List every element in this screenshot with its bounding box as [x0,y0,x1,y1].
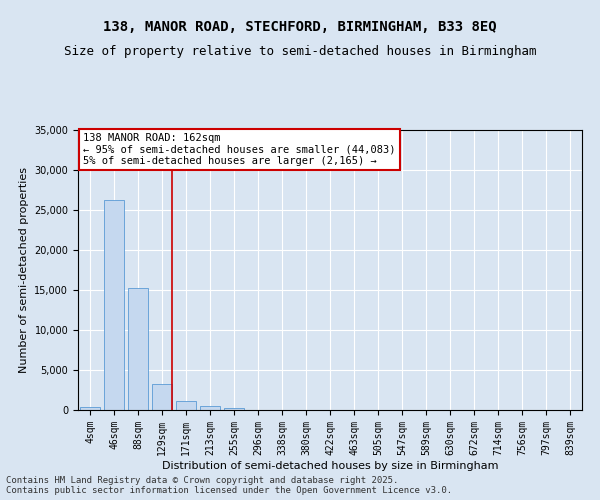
Bar [176,401,196,410]
Bar [152,384,172,410]
X-axis label: Distribution of semi-detached houses by size in Birmingham: Distribution of semi-detached houses by … [162,460,498,470]
Text: 138, MANOR ROAD, STECHFORD, BIRMINGHAM, B33 8EQ: 138, MANOR ROAD, STECHFORD, BIRMINGHAM, … [103,20,497,34]
Bar [104,200,124,410]
Bar [128,288,148,410]
Bar [224,408,244,410]
Text: Size of property relative to semi-detached houses in Birmingham: Size of property relative to semi-detach… [64,45,536,58]
Text: 138 MANOR ROAD: 162sqm
← 95% of semi-detached houses are smaller (44,083)
5% of : 138 MANOR ROAD: 162sqm ← 95% of semi-det… [83,133,395,166]
Text: Contains HM Land Registry data © Crown copyright and database right 2025.
Contai: Contains HM Land Registry data © Crown c… [6,476,452,495]
Y-axis label: Number of semi-detached properties: Number of semi-detached properties [19,167,29,373]
Bar [200,406,220,410]
Bar [80,407,100,410]
